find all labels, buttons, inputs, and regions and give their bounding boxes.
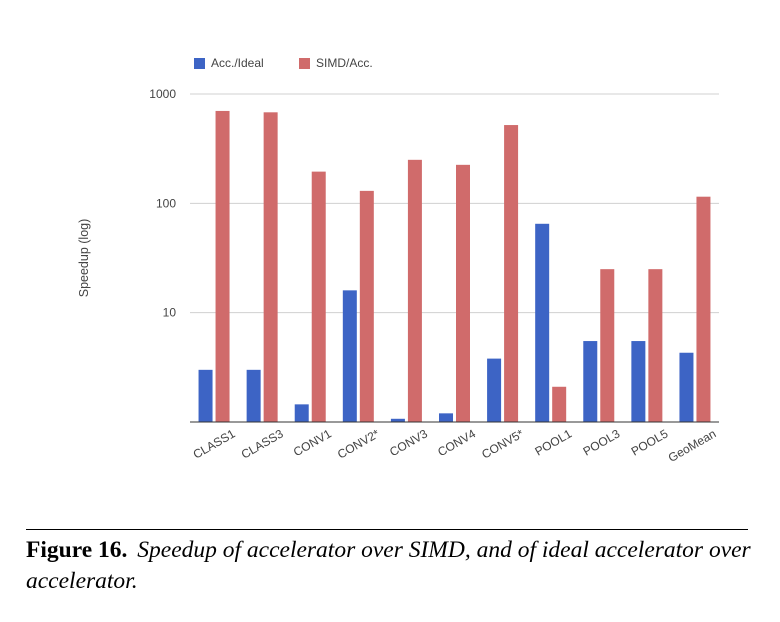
bar-simd-acc-pool5 <box>648 269 663 422</box>
y-tick-label-100: 100 <box>156 196 176 210</box>
bars <box>198 110 711 423</box>
x-tick-label-conv2: CONV2* <box>335 426 382 461</box>
legend-swatch-acc-ideal <box>194 58 205 69</box>
x-tick-label-conv5: CONV5* <box>479 426 526 461</box>
bar-simd-acc-conv1 <box>311 171 326 422</box>
y-axis-ticks: 10 100 1000 <box>149 87 176 320</box>
y-tick-label-10: 10 <box>163 306 177 320</box>
y-axis-label: Speedup (log) <box>77 219 91 298</box>
bar-simd-acc-class3 <box>263 112 278 423</box>
bar-acc-ideal-pool5 <box>631 341 646 422</box>
x-tick-label-class3: CLASS3 <box>239 426 286 461</box>
x-tick-label-pool5: POOL5 <box>629 426 671 458</box>
figure-label: Figure 16. <box>26 537 128 563</box>
bar-acc-ideal-conv5 <box>487 358 502 422</box>
legend: Acc./Ideal SIMD/Acc. <box>194 56 373 70</box>
legend-swatch-simd-acc <box>299 58 310 69</box>
bar-simd-acc-class1 <box>215 110 230 423</box>
x-tick-label-pool3: POOL3 <box>581 426 623 458</box>
bar-simd-acc-conv2 <box>359 190 374 422</box>
bar-acc-ideal-class3 <box>246 369 261 422</box>
x-tick-label-conv4: CONV4 <box>435 426 478 459</box>
bar-acc-ideal-conv1 <box>294 404 309 422</box>
figure-caption-text: Speedup of accelerator over SIMD, and of… <box>26 537 751 594</box>
legend-label-simd-acc: SIMD/Acc. <box>316 56 373 70</box>
bar-simd-acc-conv3 <box>407 159 422 422</box>
bar-acc-ideal-geomean <box>679 352 694 422</box>
x-tick-label-conv3: CONV3 <box>387 426 430 459</box>
gridlines <box>190 93 719 314</box>
bar-acc-ideal-pool1 <box>535 223 550 422</box>
x-tick-label-geomean: GeoMean <box>666 426 719 464</box>
x-tick-label-pool1: POOL1 <box>533 426 575 458</box>
x-tick-label-conv1: CONV1 <box>291 426 334 459</box>
speedup-chart: Acc./Ideal SIMD/Acc. 10 100 1000 Speedup (… <box>77 56 719 465</box>
x-tick-label-class1: CLASS1 <box>191 426 238 461</box>
x-axis-ticks: CLASS1 CLASS3 CONV1 CONV2* CONV3 CONV4 CONV5* P… <box>191 426 719 465</box>
y-tick-label-1000: 1000 <box>149 87 176 101</box>
bar-simd-acc-conv5 <box>504 125 519 423</box>
bar-simd-acc-geomean <box>696 196 711 422</box>
bar-acc-ideal-conv4 <box>439 413 453 422</box>
bar-acc-ideal-class1 <box>198 369 213 422</box>
bar-acc-ideal-pool3 <box>583 341 598 422</box>
bar-simd-acc-pool1 <box>552 386 567 422</box>
legend-label-acc-ideal: Acc./Ideal <box>211 56 264 70</box>
caption-rule <box>26 529 748 530</box>
bar-simd-acc-conv4 <box>456 164 470 422</box>
bar-acc-ideal-conv2 <box>342 290 357 422</box>
figure-caption: Figure 16. Speedup of accelerator over S… <box>26 535 754 597</box>
bar-simd-acc-pool3 <box>600 269 615 422</box>
bar-acc-ideal-conv3 <box>390 418 405 422</box>
